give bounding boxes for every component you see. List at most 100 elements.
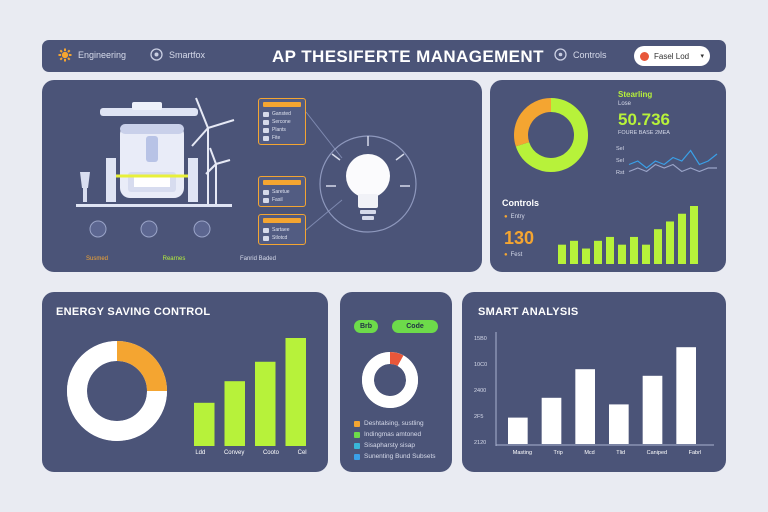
legend-swatch bbox=[354, 431, 360, 438]
y-tick: 2120 bbox=[474, 440, 487, 446]
bar-label: Cooto bbox=[262, 450, 279, 456]
line-series bbox=[628, 163, 717, 173]
status-donut-slice bbox=[514, 98, 552, 147]
status-dot bbox=[640, 51, 649, 61]
bar-label: Trip bbox=[553, 450, 563, 456]
legend-swatch bbox=[354, 453, 360, 460]
controls-bar bbox=[690, 206, 698, 264]
nav-controls-label: Controls bbox=[573, 49, 607, 60]
info-row: Fite bbox=[263, 134, 301, 142]
info-row: Fasil bbox=[263, 196, 301, 204]
settings-icon bbox=[554, 48, 567, 61]
status-line-chart bbox=[628, 149, 718, 173]
bar-label: Caniped bbox=[646, 450, 668, 456]
controls-item: ● Entry bbox=[504, 214, 525, 220]
hero-card: Susmed Rearnes Fanrid Baded Gansted Serc… bbox=[42, 80, 482, 272]
controls-bar bbox=[594, 240, 602, 264]
controls-value: 130 bbox=[504, 228, 535, 248]
middle-legend: Deshtalsing, sustling Indingmas amtoned … bbox=[354, 418, 436, 462]
bar-label: Ldd bbox=[195, 450, 206, 456]
middle-donut bbox=[362, 352, 418, 408]
pill-button-1[interactable]: Brb bbox=[354, 320, 378, 333]
line-label: Rst bbox=[616, 170, 625, 176]
energy-bar bbox=[194, 402, 215, 446]
controls-bar bbox=[558, 244, 566, 264]
controls-bar bbox=[630, 236, 638, 264]
bar-label: Tlid bbox=[616, 450, 626, 456]
nav-smartfox[interactable]: Smartfox bbox=[150, 48, 205, 61]
smart-bar bbox=[642, 375, 663, 444]
info-panel-1[interactable]: Gansted Sercone Plants Fite bbox=[258, 98, 306, 145]
page-title: AP THESIFERTE MANAGEMENT bbox=[272, 47, 544, 66]
energy-bar bbox=[285, 338, 306, 446]
view-select[interactable]: Fasel Lod ▾ bbox=[634, 46, 710, 66]
smart-bar bbox=[609, 404, 629, 444]
view-select-label: Fasel Lod bbox=[654, 51, 690, 61]
energy-donut-slice bbox=[67, 341, 167, 441]
middle-donut-slice bbox=[389, 352, 404, 367]
line-series bbox=[628, 149, 718, 169]
legend-item: Sunenting Bund Subsets bbox=[354, 451, 436, 462]
nav-controls[interactable]: Controls bbox=[554, 48, 607, 61]
gear-icon bbox=[58, 48, 72, 62]
legend-swatch bbox=[354, 442, 360, 449]
info-row: Stlotcd bbox=[263, 234, 301, 242]
energy-card-title: ENERGY SAVING CONTROL bbox=[56, 306, 211, 318]
controls-bar bbox=[678, 213, 686, 264]
info-row: Sercone bbox=[263, 118, 301, 126]
info-row: Plants bbox=[263, 126, 301, 134]
controls-bar bbox=[642, 244, 650, 264]
middle-card: Brb Code Deshtalsing, sustling Indingmas… bbox=[340, 292, 452, 472]
smart-bar-labels: Masting Trip Mcd Tlid Caniped Fabrl bbox=[502, 450, 712, 456]
hero-label-1: Susmed bbox=[86, 256, 109, 262]
hero-icon-labels: Susmed Rearnes Fanrid Baded bbox=[86, 256, 276, 262]
controls-title: Controls bbox=[502, 198, 539, 208]
energy-card: ENERGY SAVING CONTROL Ldd Convey Cooto C… bbox=[42, 292, 328, 472]
info-panel-3[interactable]: Sartaee Stlotcd bbox=[258, 214, 306, 245]
line-label: Sel bbox=[616, 146, 624, 152]
controls-bar bbox=[582, 248, 590, 264]
hero-label-3: Fanrid Baded bbox=[239, 256, 276, 262]
info-panel-2[interactable]: Saretue Fasil bbox=[258, 176, 306, 207]
controls-item-2: ● Fest bbox=[504, 252, 523, 258]
y-tick: 15B0 bbox=[474, 336, 487, 342]
smart-y-axis: 15B0 10C0 2400 2F5 2120 bbox=[474, 336, 487, 446]
bullet-icon: ● bbox=[504, 214, 508, 220]
energy-donut bbox=[67, 341, 167, 441]
middle-donut-slice bbox=[362, 352, 418, 408]
controls-bar bbox=[570, 240, 578, 264]
pill-button-2[interactable]: Code bbox=[392, 320, 438, 333]
bar-label: Mcd bbox=[584, 450, 595, 456]
y-tick: 2400 bbox=[474, 388, 487, 394]
info-panel-header bbox=[263, 218, 301, 223]
legend-item: Indingmas amtoned bbox=[354, 429, 436, 440]
smart-bar bbox=[575, 369, 595, 444]
y-tick: 2F5 bbox=[474, 414, 484, 420]
energy-bar bbox=[255, 361, 276, 446]
status-card: Stearling Lose 50.736 FOURE BASE 2MEA Se… bbox=[490, 80, 726, 272]
smart-card: SMART ANALYSIS 15B0 10C0 2400 2F5 2120 M… bbox=[462, 292, 726, 472]
info-row: Gansted bbox=[263, 110, 301, 118]
nav-engineering[interactable]: Engineering bbox=[58, 48, 126, 62]
top-bar: Engineering Smartfox AP THESIFERTE MANAG… bbox=[42, 40, 726, 72]
line-label: Sel bbox=[616, 158, 624, 164]
bullet-icon: ● bbox=[504, 252, 508, 258]
controls-bar bbox=[606, 236, 614, 264]
nav-smartfox-label: Smartfox bbox=[169, 49, 206, 60]
chevron-down-icon: ▾ bbox=[700, 53, 704, 60]
globe-icon bbox=[150, 48, 163, 61]
hero-label-2: Rearnes bbox=[162, 256, 186, 262]
energy-bar-chart bbox=[194, 338, 306, 446]
status-donut bbox=[514, 98, 588, 172]
smart-card-title: SMART ANALYSIS bbox=[478, 306, 579, 318]
info-row: Saretue bbox=[263, 188, 301, 196]
controls-bar bbox=[654, 229, 662, 264]
info-panel-header bbox=[263, 180, 301, 185]
controls-bar-chart bbox=[558, 206, 698, 264]
legend-item: Deshtalsing, sustling bbox=[354, 418, 436, 429]
bar-label: Fabrl bbox=[688, 450, 702, 456]
bar-label: Convey bbox=[223, 450, 245, 456]
bar-label: Cel bbox=[297, 450, 307, 456]
energy-bar bbox=[224, 381, 245, 446]
plant-illustration bbox=[76, 97, 417, 238]
